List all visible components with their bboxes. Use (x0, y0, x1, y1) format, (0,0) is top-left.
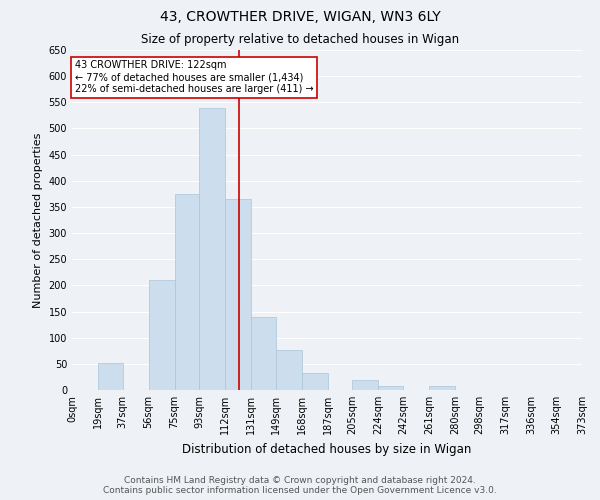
X-axis label: Distribution of detached houses by size in Wigan: Distribution of detached houses by size … (182, 442, 472, 456)
Text: 43 CROWTHER DRIVE: 122sqm
← 77% of detached houses are smaller (1,434)
22% of se: 43 CROWTHER DRIVE: 122sqm ← 77% of detac… (75, 60, 313, 94)
Text: Size of property relative to detached houses in Wigan: Size of property relative to detached ho… (141, 32, 459, 46)
Bar (251, 317, 276, 390)
Bar (149, 280, 175, 390)
Text: Contains HM Land Registry data © Crown copyright and database right 2024.
Contai: Contains HM Land Registry data © Crown c… (103, 476, 497, 495)
Bar (302, 372, 328, 390)
Text: 43, CROWTHER DRIVE, WIGAN, WN3 6LY: 43, CROWTHER DRIVE, WIGAN, WN3 6LY (160, 10, 440, 24)
Bar (175, 194, 199, 390)
Bar (352, 380, 378, 390)
Y-axis label: Number of detached properties: Number of detached properties (33, 132, 43, 308)
Bar (225, 199, 251, 390)
Bar (276, 350, 302, 390)
Bar (98, 363, 122, 390)
Bar (199, 108, 225, 390)
Bar (378, 386, 403, 390)
Bar (429, 386, 455, 390)
